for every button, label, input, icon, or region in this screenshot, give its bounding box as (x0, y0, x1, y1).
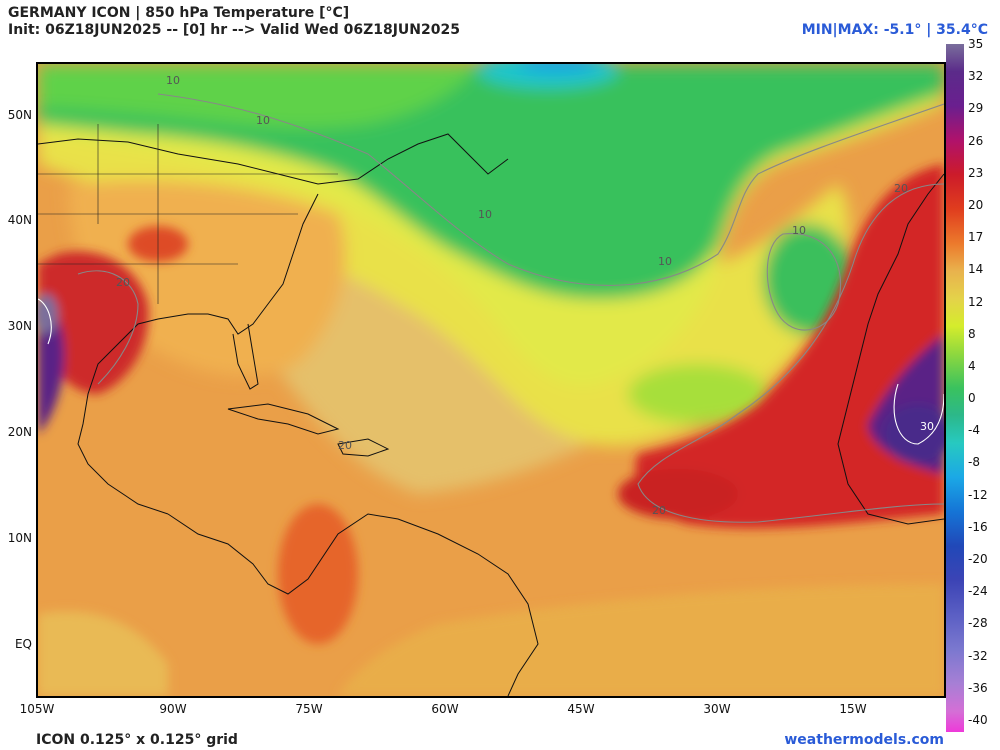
minmax-readout: MIN|MAX: -5.1° | 35.4°C (801, 22, 988, 38)
lon-label: 30W (703, 702, 731, 716)
colorbar-tick-label: -36 (968, 680, 988, 695)
contour-label: 10 (166, 74, 180, 87)
lon-label: 45W (567, 702, 595, 716)
map-title: GERMANY ICON | 850 hPa Temperature [°C] … (8, 5, 460, 39)
contour-label: 20 (338, 439, 352, 452)
contour-label: 30 (920, 420, 934, 433)
colorbar-tick-label: 17 (968, 230, 984, 245)
north-america-coast (38, 133, 509, 185)
contour-20-texas (77, 270, 139, 385)
contour-lines (38, 93, 944, 523)
lime-fringe (38, 64, 478, 129)
lon-label: 105W (19, 702, 55, 716)
colorbar-tick-label: 20 (968, 197, 984, 212)
coastlines (38, 124, 944, 696)
contour-10 (157, 93, 944, 286)
lon-label: 75W (295, 702, 323, 716)
colorbar-tick-label: -40 (968, 713, 988, 727)
florida-coast (232, 323, 259, 390)
andes-warm-region (278, 504, 358, 644)
lat-label: 50N (7, 108, 32, 122)
mexico-max-core (38, 294, 58, 334)
colorbar-tick-label: 12 (968, 294, 984, 309)
hispaniola-coast (337, 438, 390, 457)
colorbar-tick-label: 26 (968, 133, 984, 148)
lat-label: 10N (7, 531, 32, 545)
colorbar (946, 44, 964, 732)
south-america-coast (167, 513, 539, 696)
colorbar-gradient (946, 44, 964, 732)
map-svg: 10 10 10 10 10 20 20 20 20 30 (38, 64, 944, 696)
colorbar-tick-label: 0 (968, 391, 976, 406)
contour-label: 20 (894, 182, 908, 195)
colorbar-tick-label: -20 (968, 552, 988, 567)
colorbar-tick-label: 32 (968, 69, 984, 84)
africa-coast (837, 173, 944, 525)
colorbar-tick-label: -24 (968, 584, 988, 599)
colorbar-tick-label: 23 (968, 165, 984, 180)
lime-patch (628, 364, 768, 424)
lat-label: EQ (14, 637, 32, 651)
temperature-map: 10 10 10 10 10 20 20 20 20 30 (36, 62, 946, 698)
us-gulf-coast (77, 193, 319, 515)
mexico-purple-core (38, 304, 65, 434)
pacific-tan-region (38, 611, 168, 696)
colorbar-tick-label: 35 (968, 37, 984, 51)
lat-label: 30N (7, 319, 32, 333)
title-line-2: Init: 06Z18JUN2025 -- [0] hr --> Valid W… (8, 22, 460, 38)
site-credit: weathermodels.com (784, 732, 944, 748)
sahara-hot-region (635, 164, 944, 529)
contour-label: 10 (256, 114, 270, 127)
colorbar-tick-label: -4 (968, 423, 980, 438)
contour-20-africa (637, 183, 944, 523)
contour-30-sahara (893, 383, 944, 445)
contour-label: 10 (658, 255, 672, 268)
lat-label: 20N (7, 425, 32, 439)
colorbar-tick-label: 14 (968, 262, 984, 277)
contour-10-cutoff (766, 233, 842, 331)
colorbar-tick-label: 8 (968, 326, 976, 341)
colorbar-tick-label: -8 (968, 455, 980, 470)
colorbar-tick-label: -32 (968, 648, 988, 663)
contour-label: 20 (116, 276, 130, 289)
colorbar-tick-label: 4 (968, 358, 976, 373)
contour-label: 10 (478, 208, 492, 221)
grid-info: ICON 0.125° x 0.125° grid (36, 732, 238, 748)
contour-label: 10 (792, 224, 806, 237)
lon-label: 15W (839, 702, 867, 716)
colorbar-tick-label: -16 (968, 519, 988, 534)
south-tan-region (338, 584, 944, 696)
lon-label: 90W (159, 702, 187, 716)
colorbar-tick-label: -28 (968, 616, 988, 631)
cuba-coast (227, 403, 340, 435)
contour-30-mexico (38, 298, 52, 345)
colorbar-tick-label: -12 (968, 487, 988, 502)
contour-label: 20 (652, 504, 666, 517)
sahara-max-core (883, 404, 944, 464)
state-borders (38, 124, 338, 304)
tropical-atlantic-hot (618, 469, 738, 519)
colorbar-tick-label: 29 (968, 101, 984, 116)
lat-label: 40N (7, 213, 32, 227)
blue-cold-core (518, 64, 598, 72)
texas-hot-region (38, 251, 149, 394)
colorbar-svg (946, 44, 964, 732)
lon-label: 60W (431, 702, 459, 716)
title-line-1: GERMANY ICON | 850 hPa Temperature [°C] (8, 5, 350, 21)
contour-label-group: 10 10 10 10 10 20 20 20 20 30 (116, 74, 934, 517)
